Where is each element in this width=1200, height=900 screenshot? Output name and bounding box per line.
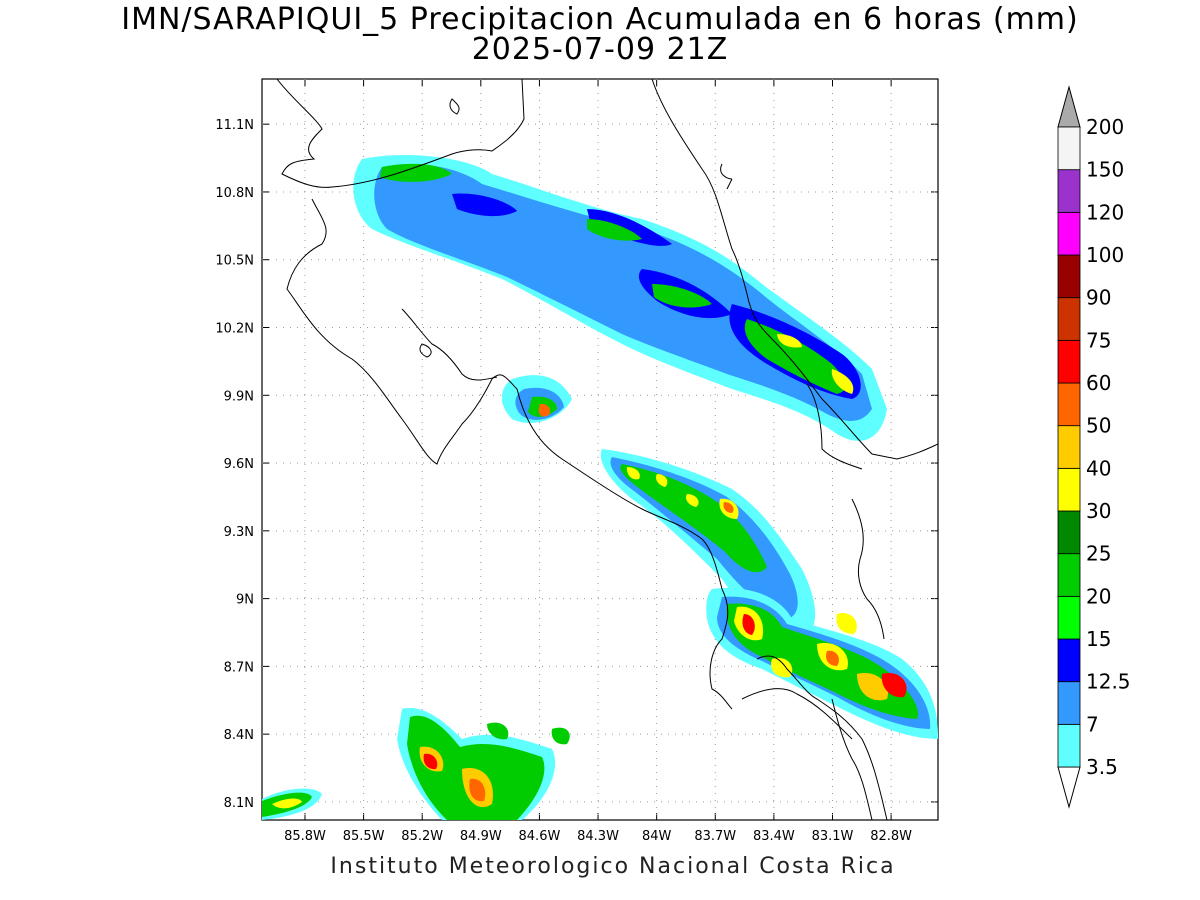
colorbar-level-label: 7 xyxy=(1086,712,1099,736)
colorbar-level-label: 120 xyxy=(1086,200,1124,224)
colorbar-swatch xyxy=(1057,553,1081,597)
lon-tick-label: 83.7W xyxy=(694,829,736,844)
precip-band-south-east xyxy=(706,588,938,739)
colorbar-level-label: 20 xyxy=(1086,584,1111,608)
colorbar-swatch xyxy=(1057,211,1081,256)
osa-peninsula xyxy=(741,688,853,740)
colorbar-level-label: 40 xyxy=(1086,456,1111,480)
colorbar-swatch xyxy=(1057,723,1081,768)
colorbar-swatch xyxy=(1057,467,1081,512)
lat-tick-label: 10.5N xyxy=(215,254,254,269)
credit-text: Instituto Meteorologico Nacional Costa R… xyxy=(330,854,896,879)
colorbar-swatch xyxy=(1057,254,1081,299)
colorbar-swatch xyxy=(1057,595,1081,640)
colorbar-swatch xyxy=(1057,425,1081,469)
colorbar-level-label: 30 xyxy=(1086,499,1111,523)
lat-tick-label: 8.4N xyxy=(224,728,254,743)
caribbean-border-tick xyxy=(720,163,733,190)
coastlines xyxy=(276,79,938,820)
lon-tick-label: 84W xyxy=(642,829,672,844)
pacific-coast-north xyxy=(286,198,733,710)
inland-border xyxy=(806,383,863,470)
lat-tick-label: 10.2N xyxy=(215,322,254,337)
lat-tick-label: 9.6N xyxy=(224,457,254,472)
colorbar-level-label: 25 xyxy=(1086,542,1111,566)
lon-tick-label: 84.3W xyxy=(577,829,619,844)
precip-band-central xyxy=(600,449,816,639)
lon-tick-label: 83.1W xyxy=(812,829,854,844)
lat-tick-label: 10.8N xyxy=(215,186,254,201)
colorbar-swatch xyxy=(1057,169,1081,213)
lon-tick-label: 85.5W xyxy=(343,829,385,844)
precipitation-map-canvas xyxy=(262,79,938,820)
lon-tick-label: 82.8W xyxy=(870,829,912,844)
caribbean-coast xyxy=(651,79,938,460)
precip-band-south-west xyxy=(262,708,570,820)
lake-island xyxy=(449,98,460,115)
colorbar-swatch xyxy=(1057,638,1081,683)
lat-tick-label: 8.7N xyxy=(224,660,254,675)
precipitation-map xyxy=(262,79,938,820)
lon-tick-label: 85.8W xyxy=(284,829,326,844)
map-valid-time: 2025-07-09 21Z xyxy=(471,32,729,67)
lat-tick-label: 9N xyxy=(236,593,254,608)
lon-tick-label: 85.2W xyxy=(401,829,443,844)
panama-border-north xyxy=(851,498,885,640)
colorbar-level-label: 60 xyxy=(1086,371,1111,395)
lat-tick-label: 9.3N xyxy=(224,525,254,540)
colorbar-level-label: 12.5 xyxy=(1086,670,1131,694)
precipitation-colorbar: 3.5 7 12.5 15 20 25 30 40 50 60 75 90 100 120 150 200 xyxy=(1057,85,1131,809)
panama-border xyxy=(831,698,873,820)
map-title: IMN/SARAPIQUI_5 Precipitacion Acumulada … xyxy=(121,2,1079,37)
colorbar-swatch xyxy=(1057,126,1081,171)
colorbar-over-arrow xyxy=(1057,85,1081,128)
colorbar-swatch xyxy=(1057,510,1081,555)
pacific-coast-south xyxy=(756,655,888,820)
nicoya-gulf xyxy=(401,308,498,381)
colorbar-swatch xyxy=(1057,681,1081,725)
nicaragua-lake-coast xyxy=(276,79,525,188)
colorbar-level-label: 15 xyxy=(1086,627,1111,651)
colorbar-level-label: 150 xyxy=(1086,158,1124,182)
colorbar-under-arrow xyxy=(1057,766,1081,809)
map-frame-border xyxy=(261,78,939,821)
colorbar-swatch xyxy=(1057,339,1081,384)
nicoya-island xyxy=(419,343,432,358)
colorbar-level-label: 75 xyxy=(1086,328,1111,352)
lon-tick-label: 84.9W xyxy=(460,829,502,844)
colorbar-level-label: 100 xyxy=(1086,243,1124,267)
precip-cell-west-central xyxy=(501,375,572,423)
colorbar-level-label: 200 xyxy=(1086,115,1124,139)
colorbar-swatch xyxy=(1057,297,1081,341)
lon-tick-label: 84.6W xyxy=(519,829,561,844)
lat-tick-label: 11.1N xyxy=(215,118,254,133)
colorbar-level-label: 90 xyxy=(1086,286,1111,310)
precip-band-north xyxy=(353,154,887,441)
lat-tick-label: 8.1N xyxy=(224,796,254,811)
precipitation-field xyxy=(262,154,938,820)
lon-tick-label: 83.4W xyxy=(753,829,795,844)
colorbar-level-label: 3.5 xyxy=(1086,755,1118,779)
colorbar-level-label: 50 xyxy=(1086,414,1111,438)
lat-tick-label: 9.9N xyxy=(224,389,254,404)
colorbar-swatch xyxy=(1057,382,1081,427)
